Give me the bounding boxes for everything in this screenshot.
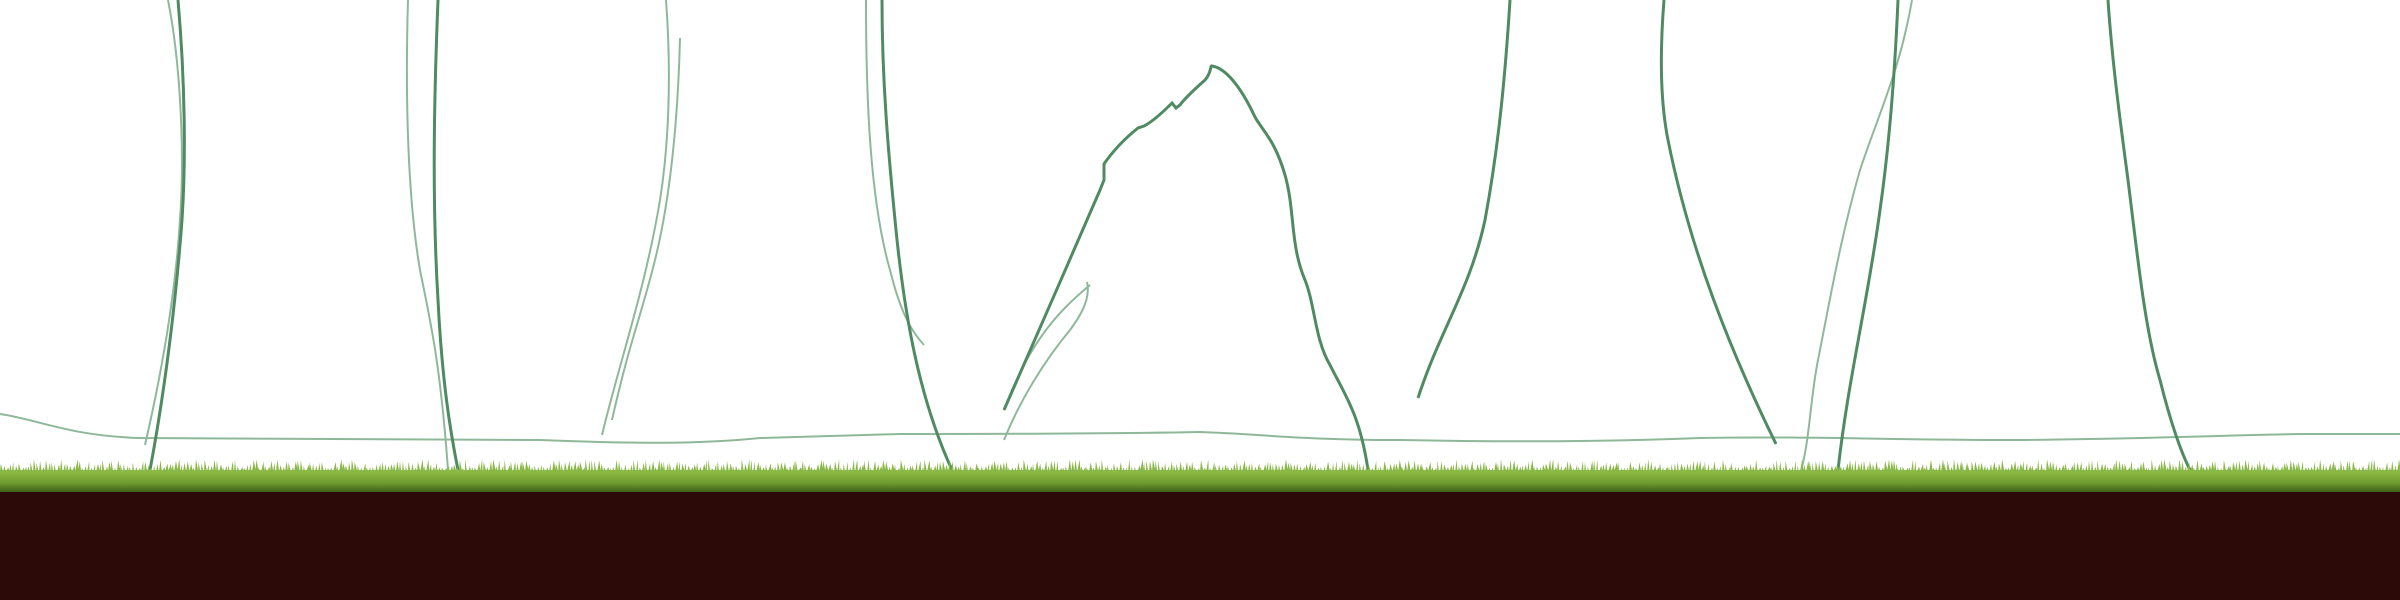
terrain-outline bbox=[0, 413, 2400, 444]
hanging-vine bbox=[2106, 0, 2192, 471]
hanging-vine bbox=[148, 0, 186, 471]
hanging-vine bbox=[1799, 0, 1913, 476]
hanging-vine bbox=[1003, 284, 1091, 411]
hanging-vine bbox=[865, 0, 925, 346]
hanging-vine bbox=[432, 0, 460, 471]
mountain-outline bbox=[1002, 64, 1370, 471]
hanging-vine bbox=[880, 0, 954, 471]
hanging-vine bbox=[405, 0, 449, 471]
hanging-vine bbox=[1836, 0, 1900, 471]
mountain-ridge-inner bbox=[1003, 281, 1089, 441]
vines-dark bbox=[148, 0, 2192, 471]
hanging-vine bbox=[611, 37, 681, 421]
hanging-vine bbox=[601, 0, 670, 436]
hanging-vine bbox=[144, 0, 183, 446]
grass-blades bbox=[0, 459, 2400, 472]
vines-light bbox=[144, 0, 1913, 476]
hanging-vine bbox=[1416, 0, 1512, 399]
soil-ground bbox=[0, 488, 2400, 600]
hanging-vine bbox=[1659, 0, 1778, 445]
grass-strip bbox=[0, 459, 2400, 492]
